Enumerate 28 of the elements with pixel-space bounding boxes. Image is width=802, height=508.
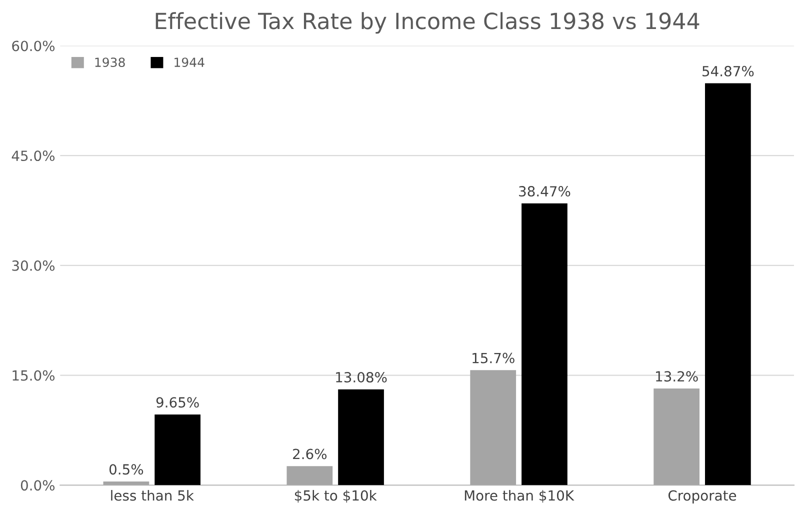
bar	[522, 203, 568, 486]
bar	[338, 389, 384, 486]
bar	[705, 83, 751, 486]
bar	[470, 370, 516, 486]
legend-label: 1938	[95, 58, 125, 68]
bar	[654, 388, 700, 486]
bar	[103, 481, 150, 486]
data-label: 38.47%	[519, 186, 570, 197]
y-tick-label: 0.0%	[20, 480, 55, 491]
y-tick-label: 45.0%	[12, 150, 55, 162]
legend-label: 1944	[174, 58, 204, 68]
x-tick-label: $5k to $10k	[294, 490, 377, 503]
data-label: 13.08%	[336, 372, 387, 382]
data-label: 13.2%	[656, 371, 698, 382]
y-tick-label: 15.0%	[12, 370, 55, 381]
data-label: 15.7%	[472, 352, 514, 364]
data-label: 9.65%	[156, 397, 199, 408]
data-label: 54.87%	[702, 66, 754, 76]
chart-title: Effective Tax Rate by Income Class 1938 vs 1944	[156, 12, 700, 34]
data-label: 2.6%	[293, 448, 327, 460]
x-tick-label: Croporate	[668, 490, 736, 504]
bar	[286, 466, 333, 486]
y-tick-label: 30.0%	[12, 260, 55, 271]
bar	[154, 414, 200, 486]
x-tick-label: less than 5k	[111, 490, 194, 501]
data-label: 0.5%	[109, 464, 144, 475]
y-tick-label: 60.0%	[12, 40, 55, 52]
x-tick-label: More than $10K	[464, 490, 574, 503]
